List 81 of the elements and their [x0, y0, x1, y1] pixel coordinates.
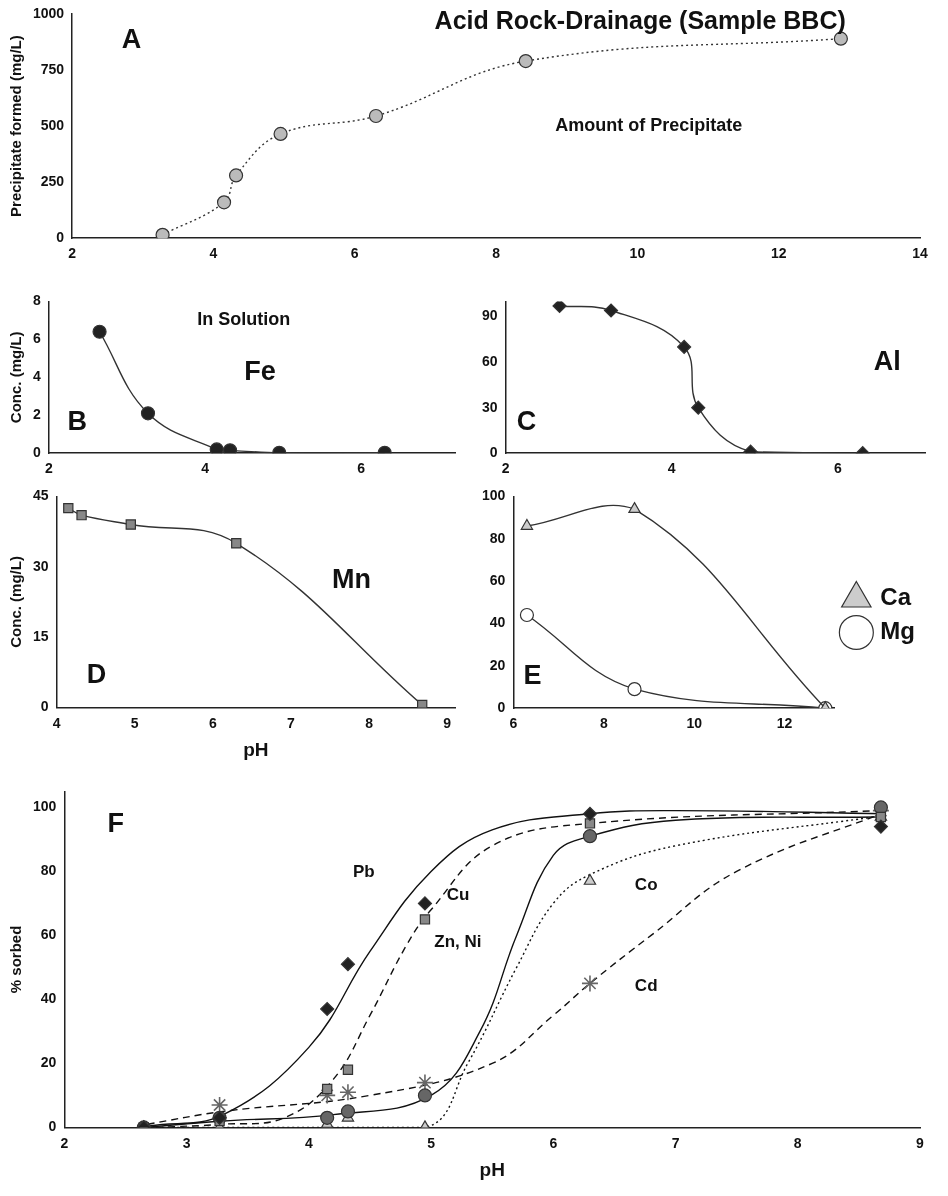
y-tick-label: 6 — [32, 330, 41, 347]
x-tick-label: 4 — [209, 245, 218, 262]
annotation: E — [523, 659, 542, 690]
y-tick-label: 0 — [40, 698, 49, 715]
x-tick-label: 12 — [770, 245, 787, 262]
x-tick-label: 9 — [916, 1134, 925, 1151]
y-tick-label: 0 — [48, 1118, 57, 1135]
chart-title: Acid Rock-Drainage (Sample BBC) — [434, 5, 846, 34]
x-tick-label: 2 — [68, 245, 77, 262]
annotation: D — [86, 659, 107, 690]
x-tick-label: 4 — [201, 460, 210, 477]
y-tick-label: 30 — [32, 557, 49, 574]
y-tick-label: 80 — [489, 529, 506, 546]
x-tick-label: 5 — [130, 714, 139, 731]
legend-label: Ca — [880, 583, 912, 611]
y-axis-title: Precipitate formed (mg/L) — [7, 35, 25, 217]
x-tick-label: 6 — [833, 460, 842, 477]
annotation: Cd — [634, 975, 658, 995]
x-tick-label: 4 — [304, 1134, 313, 1151]
y-tick-label: 60 — [481, 352, 498, 369]
x-tick-label: 12 — [776, 715, 793, 732]
x-tick-label: 3 — [182, 1134, 191, 1151]
x-axis-title: pH — [243, 738, 269, 760]
y-tick-label: 40 — [489, 614, 506, 631]
y-tick-label: 15 — [32, 627, 49, 644]
y-tick-label: 250 — [40, 173, 65, 190]
y-tick-label: 1000 — [32, 4, 65, 21]
y-tick-label: 80 — [40, 862, 57, 879]
y-tick-label: 60 — [40, 926, 57, 943]
x-tick-label: 8 — [599, 715, 608, 732]
x-axis-title: pH — [479, 1158, 505, 1180]
x-tick-label: 7 — [671, 1134, 680, 1151]
x-tick-label: 10 — [686, 715, 703, 732]
y-axis-title: Conc. (mg/L) — [7, 556, 25, 648]
annotation: C — [516, 406, 537, 437]
x-tick-label: 6 — [357, 460, 366, 477]
x-tick-label: 5 — [427, 1134, 436, 1151]
y-tick-label: 40 — [40, 990, 57, 1007]
x-tick-label: 6 — [509, 715, 518, 732]
x-tick-label: 6 — [549, 1134, 558, 1151]
annotation: A — [121, 24, 142, 55]
y-tick-label: 0 — [497, 699, 506, 716]
annotation: Zn, Ni — [434, 932, 482, 952]
y-tick-label: 0 — [32, 444, 41, 461]
x-tick-label: 6 — [208, 714, 217, 731]
annotation: Pb — [352, 861, 375, 881]
y-tick-label: 45 — [32, 487, 49, 504]
x-tick-label: 8 — [365, 714, 374, 731]
x-tick-label: 7 — [287, 714, 296, 731]
y-tick-label: 90 — [481, 307, 498, 324]
y-tick-label: 8 — [32, 292, 41, 309]
annotation: B — [67, 406, 87, 437]
y-tick-label: 4 — [32, 368, 41, 385]
y-tick-label: 100 — [33, 798, 57, 815]
annotation: Amount of Precipitate — [555, 115, 743, 136]
annotation: Fe — [244, 356, 276, 387]
y-tick-label: 20 — [40, 1054, 57, 1071]
x-tick-label: 4 — [667, 460, 676, 477]
y-axis-title: % sorbed — [7, 925, 25, 994]
annotation: In Solution — [197, 308, 291, 329]
y-tick-label: 500 — [40, 116, 65, 133]
x-tick-label: 6 — [350, 245, 359, 262]
annotation: F — [107, 808, 124, 839]
y-tick-label: 2 — [32, 406, 41, 423]
y-axis-title: Conc. (mg/L) — [7, 331, 25, 424]
x-tick-label: 9 — [443, 714, 452, 731]
annotation: Al — [873, 345, 901, 376]
x-tick-label: 8 — [793, 1134, 802, 1151]
y-tick-label: 60 — [489, 571, 506, 588]
annotation: Mn — [331, 564, 371, 595]
annotation: Cu — [446, 885, 470, 905]
y-tick-label: 0 — [56, 229, 65, 246]
y-tick-label: 100 — [482, 487, 506, 504]
annotation: Co — [634, 875, 658, 895]
legend-label: Mg — [880, 617, 915, 645]
y-tick-label: 20 — [489, 656, 506, 673]
x-tick-label: 14 — [912, 245, 928, 262]
y-tick-label: 750 — [40, 60, 65, 77]
x-tick-label: 10 — [629, 245, 646, 262]
y-tick-label: 30 — [481, 398, 498, 415]
y-tick-label: 0 — [489, 444, 498, 461]
